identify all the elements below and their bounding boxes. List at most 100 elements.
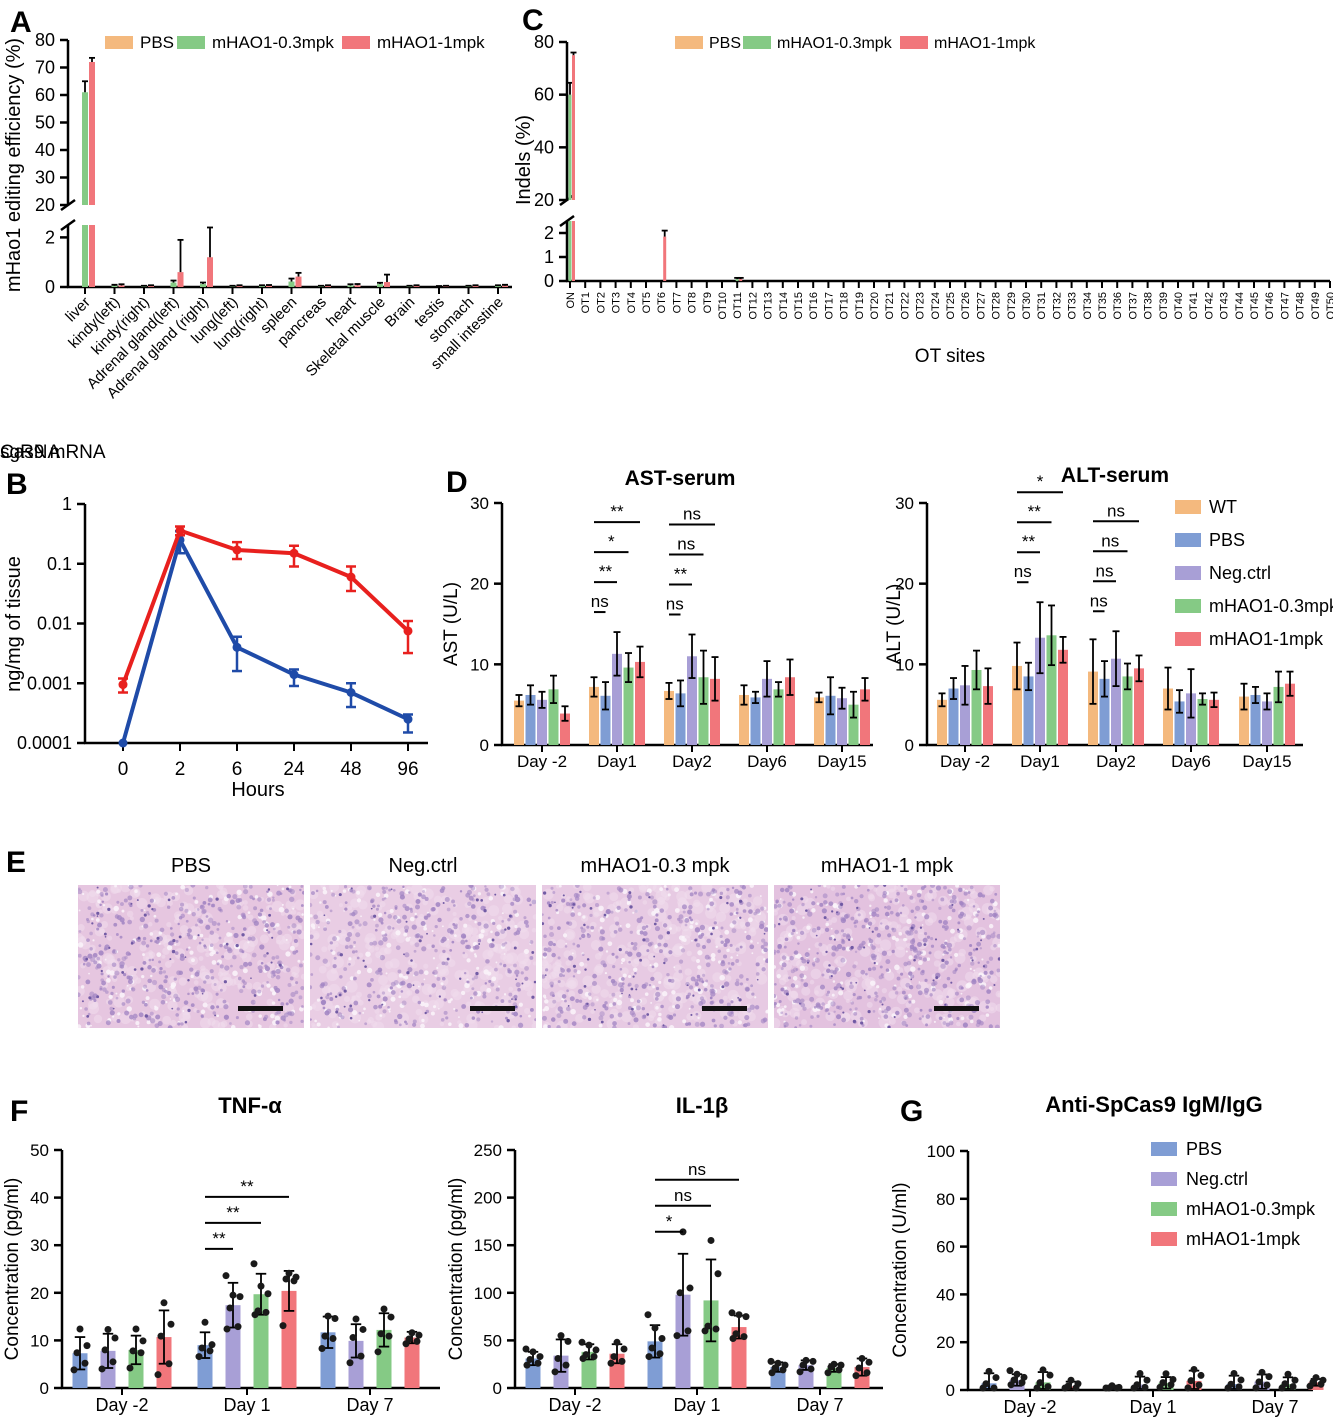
bar bbox=[560, 713, 570, 745]
data-point bbox=[346, 688, 356, 698]
chart-title: AST-serum bbox=[625, 467, 736, 490]
legend-label: PBS bbox=[140, 33, 174, 52]
series-line bbox=[121, 537, 410, 745]
legend-label: mHAO1-0.3mpk bbox=[777, 35, 893, 52]
chart-title-text: AST-serum bbox=[625, 467, 736, 490]
tick-label: 100 bbox=[927, 1142, 955, 1161]
data-point bbox=[1159, 1379, 1167, 1387]
bar bbox=[635, 661, 645, 745]
bars-mhao1-1mpk bbox=[1061, 1365, 1327, 1392]
data-point bbox=[104, 1325, 112, 1333]
sig-label: ** bbox=[226, 1203, 240, 1222]
bar bbox=[825, 695, 836, 745]
data-point bbox=[331, 1315, 339, 1323]
panel-label-f: F bbox=[10, 1095, 29, 1128]
x-tick-label: OT49 bbox=[1310, 292, 1322, 320]
x-tick-label: OT19 bbox=[854, 292, 866, 320]
data-point bbox=[1018, 1379, 1026, 1387]
data-point bbox=[206, 1347, 214, 1355]
bars-pbs bbox=[70, 1312, 339, 1388]
bar bbox=[548, 689, 559, 745]
tick-label: 2 bbox=[544, 223, 554, 243]
y-axis-label-text: Concentration (U/ml) bbox=[890, 1182, 911, 1357]
data-point bbox=[98, 1365, 106, 1373]
data-point bbox=[1319, 1376, 1327, 1384]
chart-anti-spcas9: 0 20 40 60 80 100 Day -2 Day 1 Day 7 Anti-SpCas9 … bbox=[890, 1092, 1327, 1417]
bars-pbs bbox=[979, 1367, 1245, 1392]
bar bbox=[773, 689, 784, 745]
x-tick-label: Day 7 bbox=[346, 1395, 393, 1415]
x-axis: Day -2 Day 1 Day 7 bbox=[514, 1386, 883, 1415]
bars-mhao1-0-3mpk bbox=[548, 649, 859, 745]
x-tick-label: OT3 bbox=[611, 292, 623, 313]
legend-swatch bbox=[105, 36, 133, 49]
data-point bbox=[118, 738, 128, 748]
data-point bbox=[656, 1350, 664, 1358]
legend-label: mHAO1-0.3mpk bbox=[1186, 1199, 1316, 1219]
data-point bbox=[232, 642, 242, 652]
y-axis: 0 10 20 30 bbox=[470, 494, 504, 755]
bar bbox=[1035, 637, 1045, 745]
data-point bbox=[346, 572, 356, 582]
tick-label: 50 bbox=[35, 113, 55, 133]
x-tick-label: OT50 bbox=[1325, 292, 1333, 320]
x-tick-label: OT28 bbox=[991, 292, 1003, 320]
histology-image-pbs bbox=[78, 885, 304, 1028]
data-point bbox=[234, 1323, 242, 1331]
bar bbox=[589, 686, 599, 745]
y-axis-label-text: ng/mg of tissue bbox=[3, 556, 25, 692]
sig-label: * bbox=[1037, 472, 1044, 491]
legend-swatch bbox=[900, 36, 928, 49]
x-tick-label: OT22 bbox=[899, 292, 911, 320]
bar bbox=[1111, 658, 1121, 745]
x-tick-label: OT38 bbox=[1143, 292, 1155, 320]
bars-mhao1-0-3mpk bbox=[126, 1260, 395, 1388]
bar bbox=[1012, 665, 1022, 745]
data-point bbox=[809, 1357, 817, 1365]
data-point bbox=[1190, 1365, 1198, 1373]
bar bbox=[253, 1294, 269, 1388]
data-point bbox=[408, 1329, 416, 1337]
x-tick-label: Day1 bbox=[1020, 752, 1060, 771]
x-tick-label: OT36 bbox=[1112, 292, 1124, 320]
data-point bbox=[139, 1337, 147, 1345]
data-point bbox=[111, 1334, 119, 1342]
tick-label: 250 bbox=[474, 1141, 502, 1160]
data-point bbox=[403, 714, 413, 724]
x-tick-label: Day 1 bbox=[1129, 1397, 1176, 1417]
data-point bbox=[714, 1270, 722, 1278]
bar bbox=[785, 677, 795, 745]
data-point bbox=[165, 1360, 173, 1368]
bar bbox=[1273, 686, 1284, 745]
x-tick-label: ON bbox=[565, 292, 577, 309]
bars-mhao1-1mpk bbox=[560, 645, 870, 745]
x-tick-label: OT14 bbox=[778, 292, 790, 320]
legend-swatch bbox=[1175, 632, 1201, 646]
bar bbox=[207, 257, 213, 287]
data-point bbox=[101, 1346, 109, 1354]
data-point bbox=[1046, 1371, 1054, 1379]
bar bbox=[1046, 635, 1057, 745]
legend-swatch bbox=[1175, 599, 1201, 613]
bar bbox=[1262, 701, 1272, 745]
line-series-cas9-mrna bbox=[118, 529, 413, 748]
tick-label: 20 bbox=[534, 190, 554, 210]
data-point bbox=[226, 1304, 234, 1312]
data-point bbox=[1020, 1373, 1028, 1381]
tick-label: 40 bbox=[35, 140, 55, 160]
bar bbox=[1239, 696, 1249, 745]
data-point bbox=[824, 1369, 832, 1377]
x-tick-label: OT40 bbox=[1173, 292, 1185, 320]
data-point bbox=[613, 1338, 621, 1346]
bar bbox=[623, 667, 634, 745]
bar bbox=[1209, 699, 1219, 745]
legend: PBS mHAO1-0.3mpk mHAO1-1mpk bbox=[105, 33, 485, 52]
data-point bbox=[1263, 1381, 1271, 1389]
x-tick-label: OT23 bbox=[915, 292, 927, 320]
data-point bbox=[413, 1337, 421, 1345]
data-point bbox=[1227, 1380, 1235, 1388]
bars-wt bbox=[937, 638, 1249, 745]
bar bbox=[111, 285, 118, 287]
bar bbox=[1122, 676, 1133, 745]
data-point bbox=[118, 680, 128, 690]
